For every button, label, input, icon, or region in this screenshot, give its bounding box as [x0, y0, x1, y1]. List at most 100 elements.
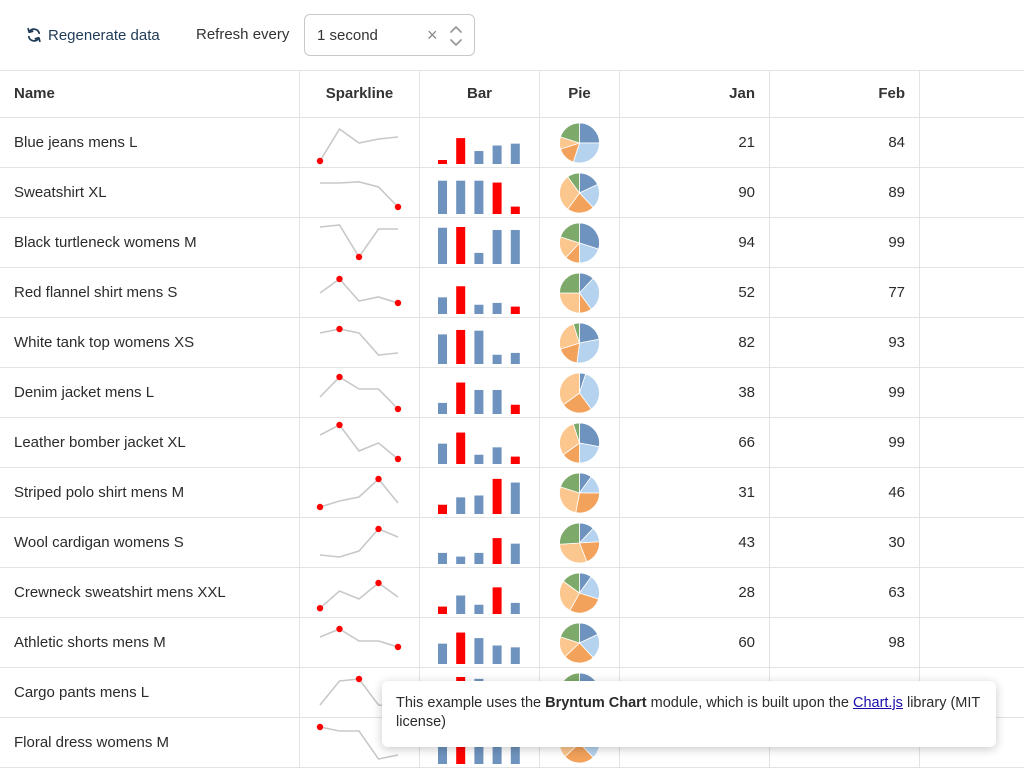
jan-cell: 38	[620, 368, 770, 418]
name-cell: Sweatshirt XL	[0, 168, 300, 218]
bar	[510, 734, 520, 764]
sparkline-chart	[316, 723, 399, 760]
sparkline-point	[375, 475, 382, 483]
tooltip-text-mid: module, which is built upon the	[646, 695, 853, 711]
table-row[interactable]: Wool cardigan womens S 43 30	[0, 518, 1024, 568]
pie-slice	[576, 338, 600, 364]
refresh-interval-combo[interactable]: 1 second ×	[304, 14, 475, 56]
feb-cell: 89	[770, 168, 920, 218]
column-header-bar[interactable]: Bar	[420, 71, 540, 118]
bar-chart	[438, 286, 520, 314]
column-header-sparkline[interactable]: Sparkline	[300, 71, 420, 118]
bar	[510, 482, 520, 514]
sparkline-point	[375, 579, 382, 587]
jan-cell: 31	[620, 468, 770, 518]
table-row[interactable]: Athletic shorts mens M 60 98	[0, 618, 1024, 668]
pie-slice	[559, 622, 580, 644]
bar	[474, 151, 484, 164]
feb-cell: 77	[770, 268, 920, 318]
column-header-name[interactable]: Name	[0, 71, 300, 118]
sparkline-chart	[319, 525, 399, 558]
bar	[492, 447, 502, 464]
sparkline-point	[375, 525, 382, 533]
sparkline-line	[319, 224, 398, 259]
sparkline-chart	[319, 325, 399, 356]
chartjs-link[interactable]: Chart.js	[852, 695, 903, 711]
bar-cell	[420, 318, 540, 368]
data-grid: Name Sparkline Bar Pie Jan Feb Blue jean…	[0, 70, 1024, 768]
bar	[510, 404, 520, 414]
bar-cell	[420, 368, 540, 418]
table-row[interactable]: Leather bomber jacket XL 66 99	[0, 418, 1024, 468]
regenerate-data-button[interactable]: Regenerate data	[26, 22, 160, 48]
bar	[510, 206, 520, 214]
pie-chart	[559, 522, 600, 564]
sparkline-point	[316, 503, 324, 511]
column-header-jan[interactable]: Jan	[620, 71, 770, 118]
sparkline-point	[394, 405, 402, 413]
bar	[456, 432, 466, 464]
pie-slice	[579, 373, 600, 410]
tooltip-text-post: library (MIT license)	[396, 695, 981, 730]
pie-chart	[559, 222, 600, 264]
pie-slice	[575, 492, 600, 514]
table-row[interactable]: White tank top womens XS 82 93	[0, 318, 1024, 368]
bar	[438, 297, 447, 314]
name-cell: Black turtleneck womens M	[0, 218, 300, 268]
table-row[interactable]: Blue jeans mens L 21 84	[0, 118, 1024, 168]
table-row[interactable]: Black turtleneck womens M 94 99	[0, 218, 1024, 268]
pie-slice	[559, 372, 580, 406]
pie-chart	[559, 172, 600, 214]
jan-cell: 28	[620, 568, 770, 618]
sparkline-line	[319, 375, 399, 410]
table-row[interactable]: Sweatshirt XL 90 89	[0, 168, 1024, 218]
table-row[interactable]: Crewneck sweatshirt mens XXL 28 63	[0, 568, 1024, 618]
bar	[510, 143, 520, 164]
bar-chart	[438, 138, 520, 164]
pie-slice	[559, 472, 580, 494]
bar	[510, 543, 520, 564]
pie-cell	[540, 468, 620, 518]
pie-cell	[540, 368, 620, 418]
bar	[438, 552, 447, 564]
pie-chart	[559, 422, 600, 464]
bar	[474, 304, 484, 314]
jan-cell: 21	[620, 118, 770, 168]
filler-cell	[920, 368, 1024, 418]
bar	[492, 389, 502, 414]
table-row[interactable]: Striped polo shirt mens M 31 46	[0, 468, 1024, 518]
sparkline-point	[316, 605, 324, 612]
bar-cell	[420, 168, 540, 218]
bar-chart	[438, 382, 520, 414]
spinner-icon[interactable]	[448, 21, 464, 51]
sparkline-cell	[300, 218, 420, 268]
sparkline-cell	[300, 618, 420, 668]
feb-cell: 63	[770, 568, 920, 618]
pie-slice	[559, 522, 580, 545]
pie-cell	[540, 418, 620, 468]
bar	[492, 587, 502, 614]
sparkline-point	[336, 275, 343, 283]
sparkline-chart	[316, 127, 399, 165]
pie-slice	[559, 122, 580, 144]
filler-cell	[920, 618, 1024, 668]
bar	[492, 145, 502, 164]
bar	[438, 334, 447, 364]
bar	[510, 456, 520, 464]
bar	[438, 606, 447, 614]
bar	[456, 632, 466, 664]
bar	[492, 538, 502, 564]
sparkline-line	[319, 477, 399, 508]
sparkline-chart	[319, 275, 402, 307]
sparkline-point	[394, 203, 402, 211]
bar-chart	[438, 329, 520, 364]
table-row[interactable]: Red flannel shirt mens S 52 77	[0, 268, 1024, 318]
column-header-pie[interactable]: Pie	[540, 71, 620, 118]
feb-cell: 46	[770, 468, 920, 518]
sparkline-line	[319, 628, 399, 648]
pie-chart	[559, 622, 600, 664]
column-header-feb[interactable]: Feb	[770, 71, 920, 118]
sparkline-chart	[319, 224, 398, 261]
table-row[interactable]: Denim jacket mens L 38 99	[0, 368, 1024, 418]
clear-icon[interactable]: ×	[427, 25, 438, 45]
